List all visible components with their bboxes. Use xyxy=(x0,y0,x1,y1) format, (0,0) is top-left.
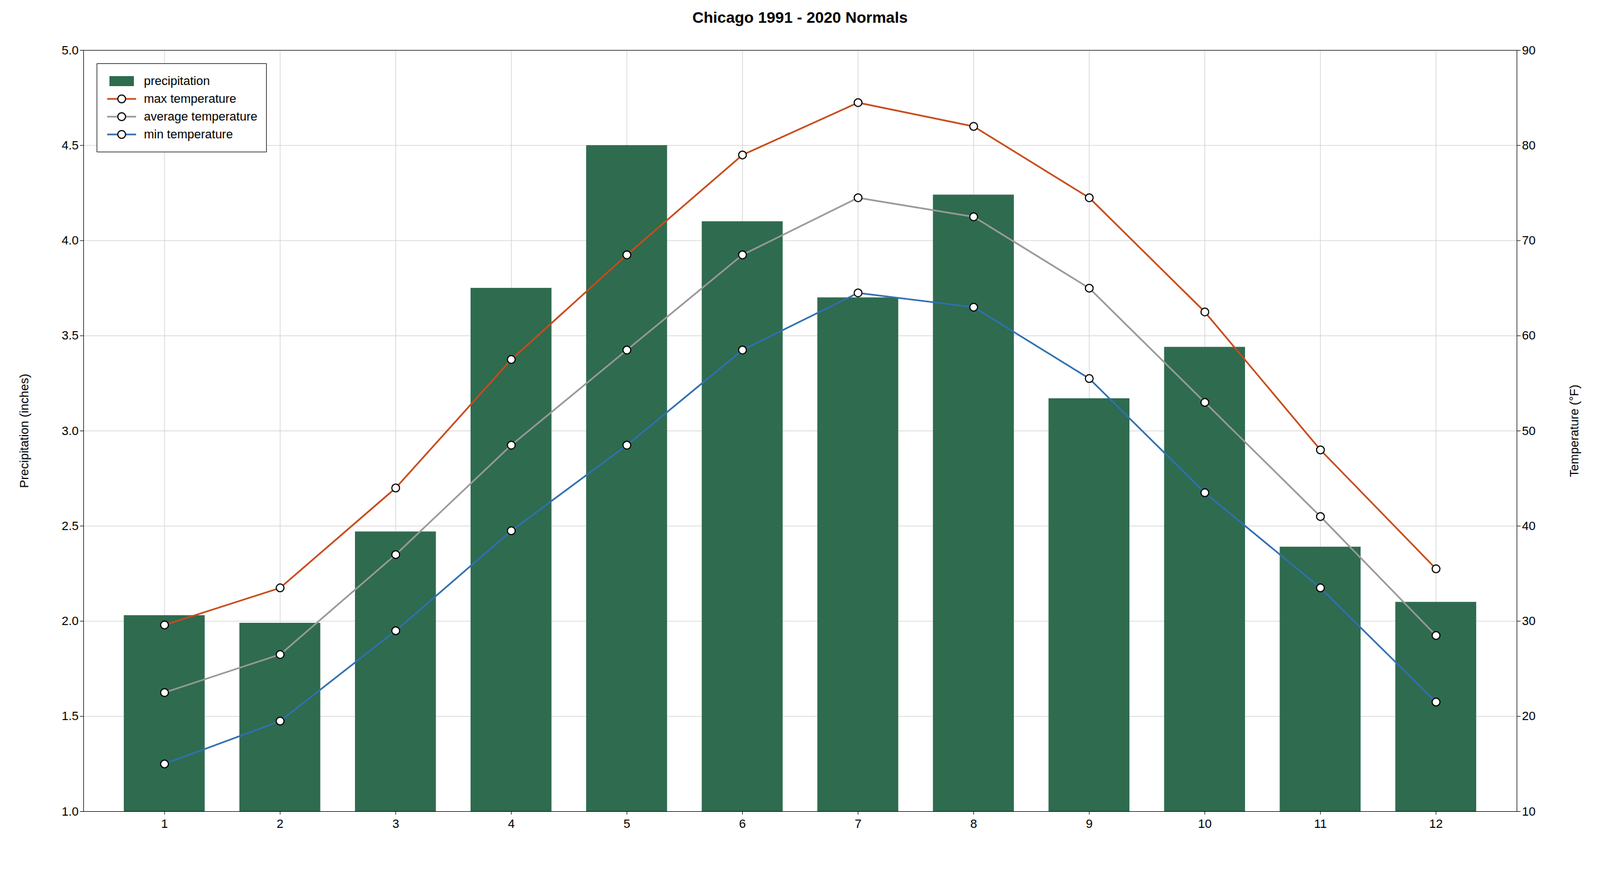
svg-text:3: 3 xyxy=(392,816,399,831)
svg-text:2.5: 2.5 xyxy=(61,518,79,533)
svg-text:Temperature (°F): Temperature (°F) xyxy=(1567,384,1582,478)
svg-text:50: 50 xyxy=(1522,423,1536,438)
svg-text:4.5: 4.5 xyxy=(61,138,79,153)
svg-text:30: 30 xyxy=(1522,613,1536,628)
svg-text:3.5: 3.5 xyxy=(61,328,79,343)
html-text:Chicago 1991 - 2020 Normals: Chicago 1991 - 2020 Normals xyxy=(692,8,908,27)
html-text:precipitation: precipitation xyxy=(143,73,210,88)
svg-text:20: 20 xyxy=(1522,708,1536,723)
html-text:max temperature: max temperature xyxy=(143,91,237,106)
html-text:average temperature: average temperature xyxy=(143,109,258,124)
svg-text:1: 1 xyxy=(161,816,168,831)
svg-text:3.0: 3.0 xyxy=(61,423,79,438)
svg-text:1.5: 1.5 xyxy=(61,708,79,723)
svg-text:5.0: 5.0 xyxy=(61,43,79,58)
svg-text:40: 40 xyxy=(1522,518,1536,533)
svg-text:2.0: 2.0 xyxy=(61,613,79,628)
svg-text:6: 6 xyxy=(738,816,746,831)
svg-text:90: 90 xyxy=(1522,43,1536,58)
svg-text:4: 4 xyxy=(507,816,515,831)
svg-text:10: 10 xyxy=(1522,804,1536,819)
html-text:min temperature: min temperature xyxy=(143,127,233,142)
svg-text:70: 70 xyxy=(1522,233,1536,248)
svg-text:60: 60 xyxy=(1522,328,1536,343)
svg-text:8: 8 xyxy=(970,816,977,831)
svg-text:9: 9 xyxy=(1086,816,1093,831)
svg-text:4.0: 4.0 xyxy=(61,233,79,248)
svg-text:2: 2 xyxy=(276,816,284,831)
svg-text:5: 5 xyxy=(623,816,630,831)
svg-text:1.0: 1.0 xyxy=(61,804,79,819)
svg-text:Precipitation (inches): Precipitation (inches) xyxy=(17,373,32,488)
svg-text:7: 7 xyxy=(854,816,862,831)
svg-text:12: 12 xyxy=(1429,816,1443,831)
svg-text:10: 10 xyxy=(1197,816,1212,831)
svg-text:80: 80 xyxy=(1522,138,1536,153)
svg-text:11: 11 xyxy=(1313,816,1327,831)
